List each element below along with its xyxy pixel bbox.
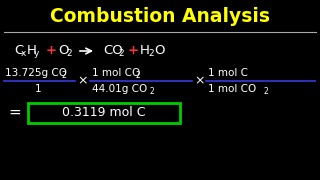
Text: ×: × [78,75,88,87]
Text: 2: 2 [61,71,66,80]
Text: x: x [21,50,26,59]
Text: +: + [46,44,57,57]
Text: 13.725g CO: 13.725g CO [5,68,67,78]
Text: 1 mol CO: 1 mol CO [92,68,140,78]
Text: 2: 2 [118,50,124,59]
FancyBboxPatch shape [28,103,180,123]
Text: O: O [58,44,68,57]
Text: O: O [154,44,164,57]
Text: 2: 2 [135,71,140,80]
Text: +: + [128,44,139,57]
Text: 0.3119 mol C: 0.3119 mol C [62,105,146,118]
Text: =: = [8,105,21,120]
Text: 1 mol C: 1 mol C [208,68,248,78]
Text: CO: CO [103,44,123,57]
Text: 2: 2 [148,50,154,59]
Text: ×: × [195,75,205,87]
Text: y: y [34,50,39,59]
Text: 44.01g CO: 44.01g CO [92,84,147,94]
Text: 2: 2 [264,87,269,96]
Text: H: H [27,44,37,57]
Text: 2: 2 [150,87,155,96]
Text: C: C [14,44,23,57]
Text: 1 mol CO: 1 mol CO [208,84,256,94]
Text: H: H [140,44,150,57]
Text: Combustion Analysis: Combustion Analysis [50,8,270,26]
Text: 2: 2 [66,50,72,59]
Text: 1: 1 [35,84,41,94]
